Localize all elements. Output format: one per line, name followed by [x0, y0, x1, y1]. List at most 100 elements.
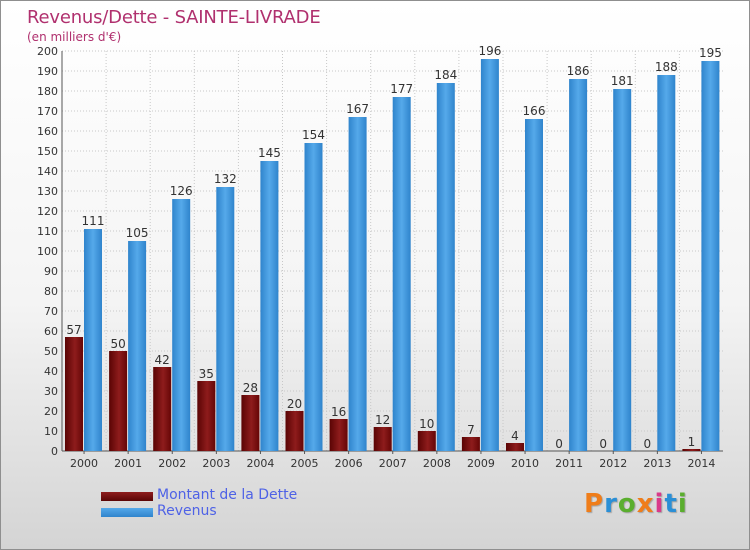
logo-letter: x	[636, 489, 655, 519]
x-tick-label: 2009	[467, 457, 495, 470]
bar-debt	[65, 337, 83, 451]
data-label-revenue: 184	[434, 68, 457, 82]
bar-debt	[373, 427, 392, 451]
bar-debt	[461, 437, 480, 451]
x-tick-label: 2008	[423, 457, 451, 470]
data-label-revenue: 181	[611, 74, 634, 88]
data-label-revenue: 132	[214, 172, 237, 186]
data-label-revenue: 188	[655, 60, 678, 74]
logo-letter: r	[604, 489, 618, 519]
data-label-debt: 12	[375, 413, 390, 427]
x-tick-label: 2002	[158, 457, 186, 470]
y-tick-label: 120	[37, 205, 58, 218]
data-label-debt: 1	[688, 435, 696, 449]
bar-revenue	[613, 89, 632, 451]
bar-debt	[153, 367, 172, 451]
x-tick-label: 2012	[599, 457, 627, 470]
label-layer: 2000571112001501052002421262003351322004…	[66, 44, 721, 470]
bar-revenue	[172, 199, 191, 451]
bar-revenue	[260, 161, 279, 451]
x-tick-label: 2013	[643, 457, 671, 470]
logo-letter: o	[617, 489, 637, 519]
bar-revenue	[569, 79, 588, 451]
x-tick-label: 2010	[511, 457, 539, 470]
bar-debt	[241, 395, 260, 451]
bar-revenue	[701, 61, 720, 451]
data-label-debt: 35	[199, 367, 214, 381]
data-label-debt: 0	[643, 437, 651, 451]
y-tick-label: 130	[37, 185, 58, 198]
data-label-debt: 20	[287, 397, 302, 411]
x-tick-label: 2007	[379, 457, 407, 470]
data-label-debt: 16	[331, 405, 346, 419]
y-tick-label: 200	[37, 45, 58, 58]
y-tick-label: 190	[37, 65, 58, 78]
y-tick-label: 150	[37, 145, 58, 158]
data-label-debt: 50	[110, 337, 125, 351]
bar-revenue	[392, 97, 411, 451]
bar-debt	[682, 449, 701, 451]
bar-revenue	[304, 143, 323, 451]
y-tick-label: 30	[44, 385, 58, 398]
y-tick-label: 10	[44, 425, 58, 438]
bar-revenue	[480, 59, 499, 451]
data-label-debt: 7	[467, 423, 475, 437]
data-label-debt: 42	[155, 353, 170, 367]
bar-revenue	[436, 83, 455, 451]
x-tick-label: 2006	[335, 457, 363, 470]
bar-revenue	[348, 117, 367, 451]
data-label-revenue: 167	[346, 102, 369, 116]
y-tick-label: 140	[37, 165, 58, 178]
axis-layer: 0102030405060708090100110120130140150160…	[37, 45, 723, 458]
y-tick-label: 20	[44, 405, 58, 418]
data-label-revenue: 195	[699, 46, 722, 60]
y-tick-label: 70	[44, 305, 58, 318]
logo-letter: i	[677, 489, 688, 519]
data-label-revenue: 177	[390, 82, 413, 96]
y-tick-label: 100	[37, 245, 58, 258]
y-tick-label: 110	[37, 225, 58, 238]
y-tick-label: 180	[37, 85, 58, 98]
logo-letter: P	[584, 489, 605, 519]
bar-debt	[285, 411, 304, 451]
bar-revenue	[84, 229, 102, 451]
data-label-debt: 10	[419, 417, 434, 431]
bar-revenue	[657, 75, 676, 451]
x-tick-label: 2003	[202, 457, 230, 470]
data-label-revenue: 154	[302, 128, 325, 142]
y-tick-label: 170	[37, 105, 58, 118]
bar-debt	[417, 431, 436, 451]
legend-label-revenue: Revenus	[157, 503, 217, 519]
x-tick-label: 2001	[114, 457, 142, 470]
x-tick-label: 2004	[246, 457, 274, 470]
legend-swatch-revenue	[101, 508, 153, 517]
bar-revenue	[216, 187, 235, 451]
y-tick-label: 0	[51, 445, 58, 458]
chart-title: Revenus/Dette - SAINTE-LIVRADE	[27, 7, 321, 28]
bar-layer	[65, 59, 720, 451]
legend-label-debt: Montant de la Dette	[157, 487, 298, 503]
logo-letter: t	[664, 489, 678, 519]
data-label-revenue: 145	[258, 146, 281, 160]
y-tick-label: 60	[44, 325, 58, 338]
data-label-debt: 28	[243, 381, 258, 395]
data-label-revenue: 111	[82, 214, 105, 228]
data-label-debt: 4	[511, 429, 519, 443]
data-label-revenue: 186	[567, 64, 590, 78]
chart-subtitle: (en milliers d'€)	[27, 30, 122, 44]
bar-debt	[109, 351, 128, 451]
data-label-debt: 0	[599, 437, 607, 451]
grid-layer	[62, 50, 723, 452]
y-tick-label: 50	[44, 345, 58, 358]
x-tick-label: 2011	[555, 457, 583, 470]
data-label-revenue: 105	[126, 226, 149, 240]
bar-debt	[329, 419, 348, 451]
x-tick-label: 2014	[687, 457, 715, 470]
y-tick-label: 90	[44, 265, 58, 278]
legend-swatch-debt	[101, 492, 153, 501]
data-label-debt: 0	[555, 437, 563, 451]
bar-revenue	[525, 119, 543, 451]
y-tick-label: 40	[44, 365, 58, 378]
bar-debt	[197, 381, 216, 451]
